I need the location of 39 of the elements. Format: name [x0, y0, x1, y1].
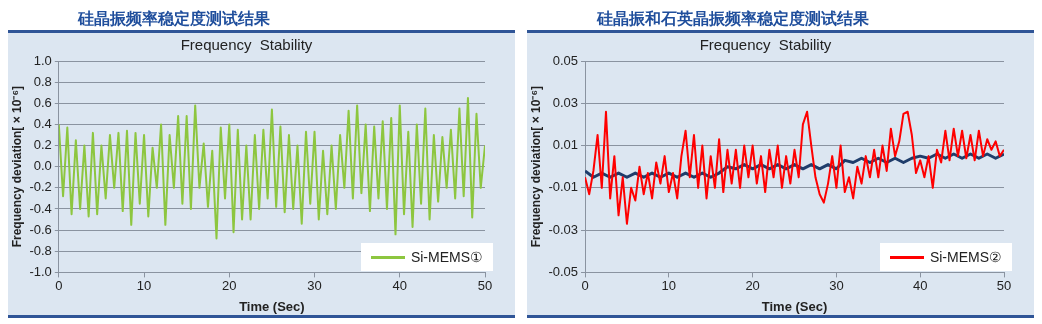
y-tick-label: 1.0: [33, 52, 52, 68]
y-axis-title: Frequency deviation[ × 10⁻⁶]: [528, 86, 543, 248]
y-tick-label: -0.03: [548, 221, 579, 237]
x-tick-label: 50: [477, 278, 493, 294]
chart-subtitle: Frequency Stability: [180, 36, 313, 54]
x-tick-label: 30: [307, 278, 322, 294]
y-tick-label: -0.2: [29, 179, 52, 195]
x-tick-label: 40: [392, 278, 407, 294]
x-tick-label: 0: [55, 278, 63, 294]
y-tick-label: -1.0: [29, 263, 52, 279]
x-tick-label: 50: [996, 278, 1012, 294]
y-tick-label: 0.05: [552, 52, 579, 68]
y-tick-label: 0.4: [33, 116, 52, 131]
chart-subtitle: Frequency Stability: [699, 36, 832, 54]
y-tick-label: -0.6: [29, 221, 52, 237]
y-axis-title: Frequency deviation[ × 10⁻⁶]: [9, 86, 24, 248]
legend-label: Si-MEMS②: [929, 248, 1002, 267]
y-tick-label: -0.05: [548, 263, 579, 279]
x-tick-label: 20: [222, 278, 237, 294]
x-tick-label: 20: [745, 278, 760, 294]
x-tick-label: 10: [661, 278, 677, 294]
x-tick-label: 30: [829, 278, 844, 294]
y-tick-label: 0.0: [33, 158, 52, 174]
x-axis-title: Time (Sec): [239, 298, 305, 314]
x-axis-title: Time (Sec): [761, 298, 828, 314]
y-tick-label: 0.2: [33, 137, 52, 153]
x-tick-label: 40: [912, 278, 928, 294]
chart-title: 硅晶振频率稳定度测试结果: [8, 8, 515, 33]
y-tick-label: 0.8: [33, 73, 52, 89]
y-tick-label: 0.03: [552, 94, 579, 110]
y-tick-label: -0.4: [29, 200, 52, 216]
y-tick-label: 0.01: [552, 137, 579, 153]
y-tick-label: -0.8: [29, 242, 52, 258]
legend-label: Si-MEMS①: [410, 248, 483, 267]
y-tick-label: 0.6: [33, 94, 52, 110]
chart-title: 硅晶振和石英晶振频率稳定度测试结果: [527, 8, 1034, 33]
x-tick-label: 0: [581, 278, 589, 294]
y-tick-label: -0.01: [548, 179, 579, 195]
x-tick-label: 10: [136, 278, 152, 294]
